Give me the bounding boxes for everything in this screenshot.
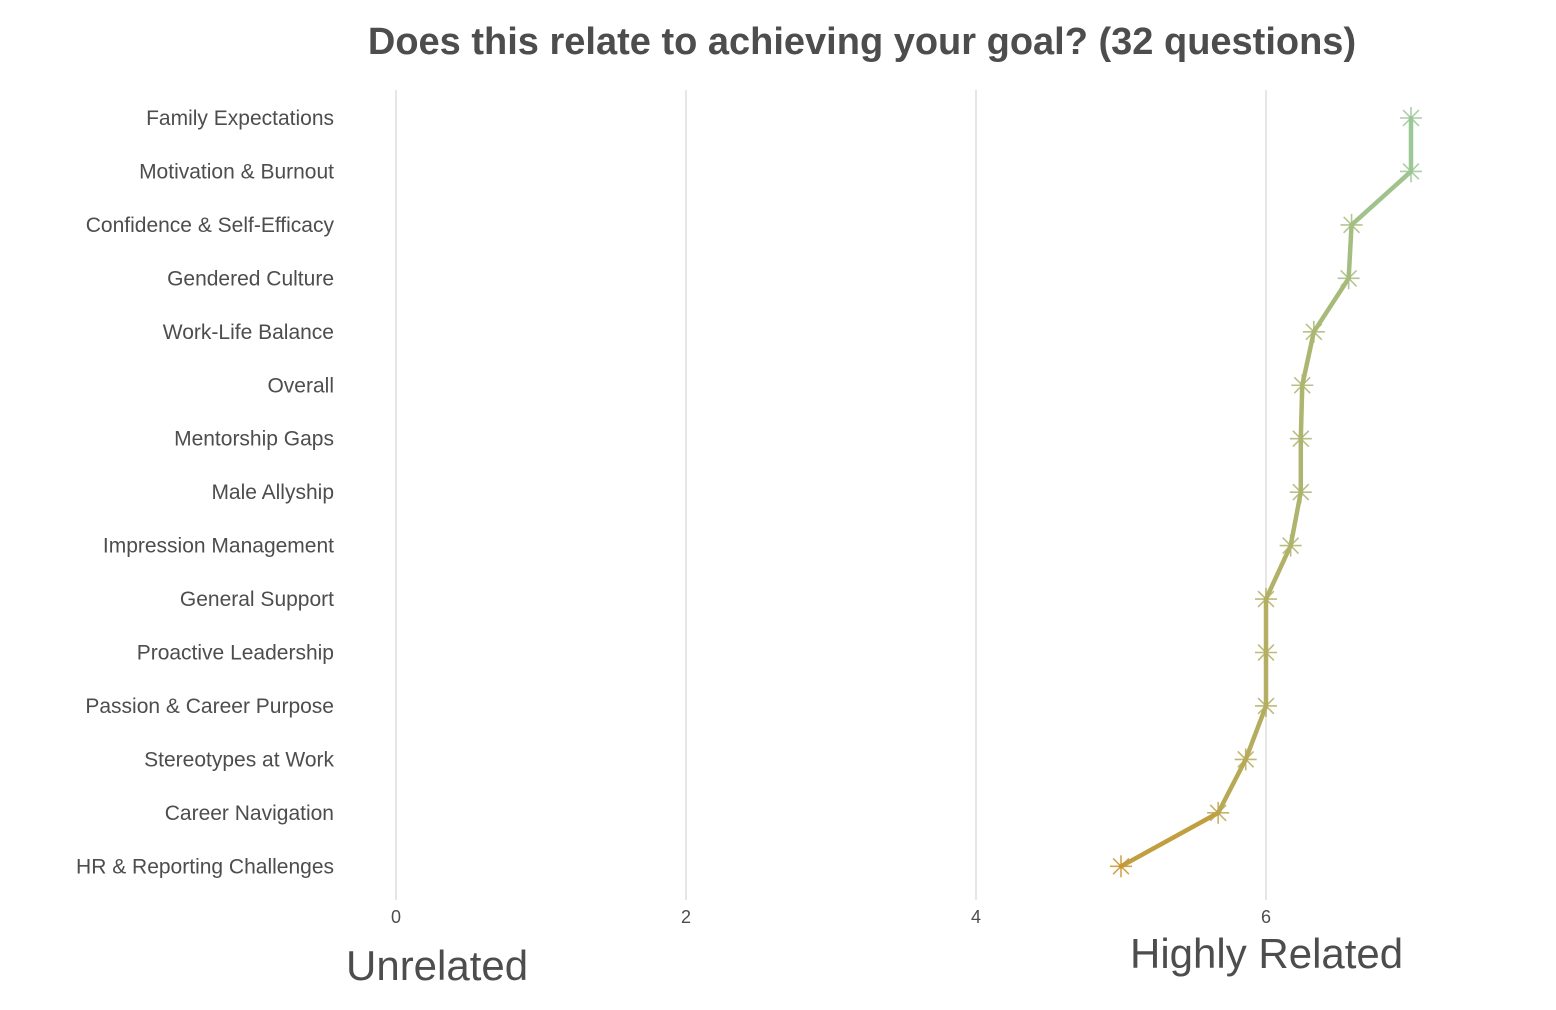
- data-point: [1400, 160, 1422, 183]
- series-segment: [1288, 489, 1304, 548]
- data-point: [1255, 641, 1277, 664]
- data-point: [1279, 534, 1302, 557]
- category-label: Family Expectations: [146, 107, 334, 130]
- series-segment: [1215, 757, 1248, 816]
- data-point: [1400, 107, 1422, 129]
- x-tick-label-0: 0: [391, 907, 401, 927]
- category-label: Male Allyship: [211, 481, 334, 504]
- category-label: Stereotypes at Work: [144, 748, 334, 771]
- category-labels: Family Expectations Motivation & Burnout C…: [76, 107, 334, 878]
- category-label: Motivation & Burnout: [139, 160, 334, 183]
- category-label: HR & Reporting Challenges: [76, 855, 334, 878]
- data-point: [1337, 267, 1360, 290]
- x-tick-labels: 0 2 4 6: [391, 907, 1271, 927]
- data-point: [1234, 748, 1257, 771]
- category-label: Proactive Leadership: [137, 642, 334, 665]
- category-label: General Support: [180, 588, 334, 611]
- data-points: [1110, 107, 1422, 878]
- data-point: [1302, 320, 1325, 343]
- series-segment: [1300, 329, 1317, 388]
- data-point: [1340, 213, 1363, 236]
- x-tick-label-2: 2: [681, 907, 691, 927]
- chart-title: Does this relate to achieving your goal?…: [368, 21, 1356, 63]
- data-point: [1255, 694, 1277, 717]
- series-segment: [1243, 703, 1269, 762]
- low-anchor-label: Unrelated: [346, 942, 528, 989]
- data-point: [1291, 374, 1314, 397]
- category-label: Overall: [267, 374, 334, 397]
- series-segment: [1118, 810, 1221, 869]
- high-anchor-label: Highly Related: [1130, 930, 1403, 977]
- category-label: Gendered Culture: [167, 267, 334, 290]
- data-point: [1110, 855, 1132, 878]
- gridlines: [395, 90, 1267, 900]
- category-label: Work-Life Balance: [163, 321, 334, 344]
- x-tick-label-4: 4: [971, 907, 981, 927]
- category-label: Mentorship Gaps: [174, 428, 334, 451]
- data-point: [1289, 427, 1312, 450]
- category-label: Career Navigation: [165, 802, 334, 825]
- data-point: [1255, 588, 1277, 611]
- category-label: Passion & Career Purpose: [85, 695, 334, 718]
- category-label: Impression Management: [103, 535, 334, 558]
- data-point: [1289, 481, 1312, 504]
- series-segment: [1311, 276, 1351, 335]
- x-tick-label-6: 6: [1261, 907, 1271, 927]
- series-segment: [1349, 169, 1414, 228]
- category-label: Confidence & Self-Efficacy: [86, 214, 335, 237]
- data-point: [1207, 801, 1230, 824]
- series-segment: [1263, 543, 1293, 602]
